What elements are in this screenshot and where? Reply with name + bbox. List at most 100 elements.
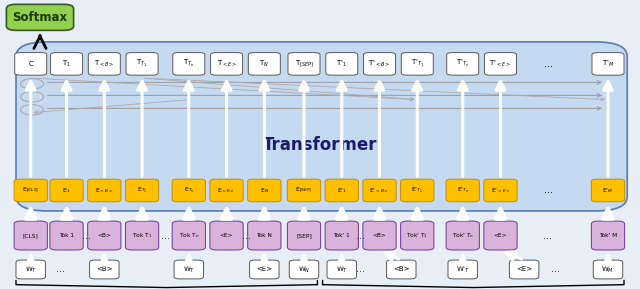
FancyBboxPatch shape	[6, 4, 74, 30]
FancyBboxPatch shape	[50, 221, 83, 250]
FancyBboxPatch shape	[446, 221, 479, 250]
FancyBboxPatch shape	[289, 260, 319, 279]
Text: E'$_{<B>}$: E'$_{<B>}$	[369, 186, 390, 195]
Text: Tok' M: Tok' M	[599, 233, 617, 238]
FancyBboxPatch shape	[14, 221, 47, 250]
Text: E$_{T_1}$: E$_{T_1}$	[137, 186, 147, 195]
Text: Tok 1: Tok 1	[59, 233, 74, 238]
FancyBboxPatch shape	[509, 260, 539, 279]
Text: T'$_1$: T'$_1$	[336, 59, 348, 69]
FancyBboxPatch shape	[88, 221, 121, 250]
FancyBboxPatch shape	[174, 260, 204, 279]
FancyBboxPatch shape	[250, 260, 279, 279]
Text: W$_T$: W$_T$	[335, 264, 348, 275]
Text: E$_{<B>}$: E$_{<B>}$	[95, 186, 113, 195]
Text: ...: ...	[551, 264, 560, 275]
Text: T$_{<E>}$: T$_{<E>}$	[216, 59, 237, 69]
Text: Tok T$_n$: Tok T$_n$	[179, 231, 199, 240]
Text: T'$_{T_n}$: T'$_{T_n}$	[456, 58, 469, 69]
FancyBboxPatch shape	[387, 260, 416, 279]
Text: <E>: <E>	[493, 233, 508, 238]
Text: T'$_{T_1}$: T'$_{T_1}$	[411, 58, 424, 69]
FancyBboxPatch shape	[248, 179, 281, 202]
Text: E$_{[SEP]}$: E$_{[SEP]}$	[296, 186, 312, 195]
Text: E'$_M$: E'$_M$	[602, 186, 614, 195]
FancyBboxPatch shape	[401, 221, 434, 250]
Text: Tok' T$_1$: Tok' T$_1$	[406, 231, 428, 240]
FancyBboxPatch shape	[210, 221, 243, 250]
Text: <B>: <B>	[372, 233, 387, 238]
FancyBboxPatch shape	[447, 53, 479, 75]
Text: E'$_{T_1}$: E'$_{T_1}$	[412, 186, 423, 195]
Text: T$_{[SEP]}$: T$_{[SEP]}$	[294, 59, 314, 69]
Text: ...: ...	[544, 186, 553, 195]
FancyBboxPatch shape	[248, 53, 280, 75]
FancyBboxPatch shape	[326, 53, 358, 75]
FancyBboxPatch shape	[484, 53, 516, 75]
FancyBboxPatch shape	[173, 53, 205, 75]
Text: T'$_{<B>}$: T'$_{<B>}$	[369, 59, 390, 69]
Text: E$_{<E>}$: E$_{<E>}$	[218, 186, 236, 195]
Text: E'$_{<E>}$: E'$_{<E>}$	[490, 186, 511, 195]
Text: T$_{<B>}$: T$_{<B>}$	[94, 59, 115, 69]
FancyBboxPatch shape	[288, 53, 320, 75]
FancyBboxPatch shape	[448, 260, 477, 279]
FancyBboxPatch shape	[14, 179, 47, 202]
FancyBboxPatch shape	[327, 260, 356, 279]
Text: T'$_{<E>}$: T'$_{<E>}$	[490, 59, 511, 69]
FancyBboxPatch shape	[364, 53, 396, 75]
FancyBboxPatch shape	[591, 179, 625, 202]
Text: Tok T$_1$: Tok T$_1$	[132, 231, 152, 240]
Text: Transformer: Transformer	[263, 136, 377, 153]
Text: E'$_{T_n}$: E'$_{T_n}$	[457, 186, 468, 195]
FancyBboxPatch shape	[172, 221, 205, 250]
Text: ...: ...	[356, 264, 365, 275]
FancyBboxPatch shape	[401, 53, 433, 75]
FancyBboxPatch shape	[88, 179, 121, 202]
Text: E$_N$: E$_N$	[260, 186, 269, 195]
Text: E$_{[CLS]}$: E$_{[CLS]}$	[22, 186, 39, 195]
FancyBboxPatch shape	[51, 53, 83, 75]
Text: ...: ...	[356, 231, 365, 240]
FancyBboxPatch shape	[90, 260, 119, 279]
Text: <B>: <B>	[96, 266, 113, 273]
Text: <B>: <B>	[97, 233, 111, 238]
FancyBboxPatch shape	[592, 53, 624, 75]
Text: ...: ...	[543, 231, 552, 240]
Text: T$_{T_n}$: T$_{T_n}$	[183, 58, 195, 69]
FancyBboxPatch shape	[125, 179, 159, 202]
FancyBboxPatch shape	[484, 179, 517, 202]
Text: W$_T$: W$_T$	[24, 264, 37, 275]
Text: W$_M$: W$_M$	[602, 264, 614, 275]
Text: T'$_M$: T'$_M$	[602, 59, 614, 69]
FancyBboxPatch shape	[125, 221, 159, 250]
FancyBboxPatch shape	[287, 179, 321, 202]
FancyBboxPatch shape	[16, 260, 45, 279]
FancyBboxPatch shape	[401, 179, 434, 202]
FancyBboxPatch shape	[88, 53, 120, 75]
Text: <E>: <E>	[256, 266, 273, 273]
Text: E$_1$: E$_1$	[62, 186, 71, 195]
Text: Tok N: Tok N	[257, 233, 272, 238]
Text: W'$_T$: W'$_T$	[456, 264, 470, 275]
FancyBboxPatch shape	[211, 53, 243, 75]
FancyBboxPatch shape	[363, 179, 396, 202]
Text: ...: ...	[242, 231, 251, 240]
Text: C: C	[28, 61, 33, 67]
FancyBboxPatch shape	[446, 179, 479, 202]
FancyBboxPatch shape	[172, 179, 205, 202]
FancyBboxPatch shape	[126, 53, 158, 75]
Text: T$_{T_1}$: T$_{T_1}$	[136, 58, 148, 69]
Text: <E>: <E>	[516, 266, 532, 273]
FancyBboxPatch shape	[484, 221, 517, 250]
Text: E$_{T_n}$: E$_{T_n}$	[184, 186, 194, 195]
Text: E'$_1$: E'$_1$	[337, 186, 347, 195]
Text: [CLS]: [CLS]	[23, 233, 38, 238]
Text: Tok' 1: Tok' 1	[333, 233, 350, 238]
Text: <B>: <B>	[393, 266, 410, 273]
Text: W$_T$: W$_T$	[182, 264, 195, 275]
Text: ...: ...	[544, 59, 553, 69]
FancyBboxPatch shape	[16, 42, 627, 211]
Text: ...: ...	[56, 264, 65, 275]
Text: Tok' T$_n$: Tok' T$_n$	[452, 231, 474, 240]
